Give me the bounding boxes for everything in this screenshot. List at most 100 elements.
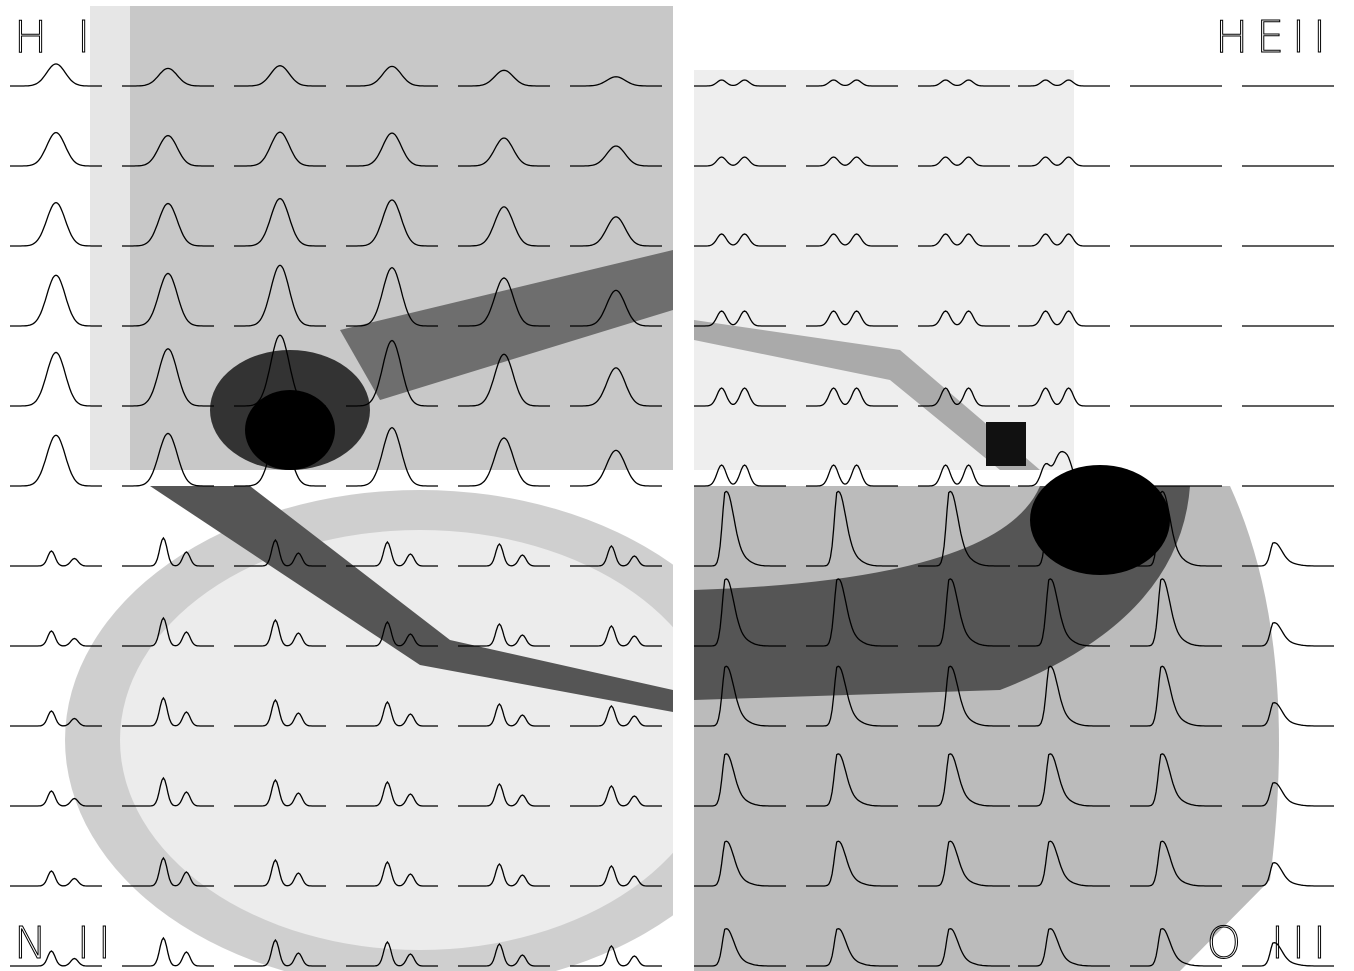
line-profile xyxy=(806,753,898,807)
line-profile xyxy=(1018,665,1110,727)
line-profile xyxy=(806,310,898,327)
line-profile xyxy=(234,938,326,967)
line-profile xyxy=(10,63,102,87)
line-profile xyxy=(1018,450,1110,487)
line-profile xyxy=(1018,840,1110,887)
line-profile xyxy=(234,698,326,727)
line-profile xyxy=(1130,753,1222,807)
line-profile xyxy=(458,437,550,487)
line-profile xyxy=(10,131,102,167)
line-profile xyxy=(346,540,438,567)
line-profile xyxy=(458,622,550,647)
line-profile xyxy=(234,197,326,247)
line-profile xyxy=(346,339,438,407)
line-profile xyxy=(570,145,662,167)
line-profile xyxy=(1242,942,1334,967)
line-profile xyxy=(234,264,326,327)
line-profile xyxy=(806,156,898,167)
line-profile xyxy=(918,79,1010,87)
line-profile xyxy=(570,367,662,407)
line-profile xyxy=(10,351,102,407)
line-profile xyxy=(10,950,102,967)
line-profile xyxy=(806,79,898,87)
line-profile xyxy=(918,387,1010,407)
line-profile xyxy=(122,696,214,727)
line-profile xyxy=(234,618,326,647)
line-profile xyxy=(570,449,662,487)
line-profile xyxy=(1242,862,1334,887)
line-profile xyxy=(1242,782,1334,807)
line-profile xyxy=(918,233,1010,247)
line-profile xyxy=(458,277,550,327)
line-profile xyxy=(122,776,214,807)
line-profile xyxy=(694,665,786,727)
line-profile xyxy=(806,665,898,727)
line-profile xyxy=(458,69,550,87)
line-profile xyxy=(234,131,326,167)
line-profile xyxy=(694,928,786,967)
line-profile xyxy=(10,201,102,247)
line-profile xyxy=(346,940,438,967)
line-profile xyxy=(122,272,214,327)
line-profile xyxy=(918,310,1010,327)
map-edge xyxy=(90,6,130,470)
line-profile xyxy=(458,702,550,727)
line-profile xyxy=(918,840,1010,887)
line-profile xyxy=(1242,622,1334,647)
map-bg xyxy=(120,530,720,950)
map-bg xyxy=(694,70,1074,470)
line-profile xyxy=(1018,490,1110,567)
line-profile xyxy=(1130,665,1222,727)
line-profile xyxy=(1018,156,1110,167)
line-profile xyxy=(1130,578,1222,647)
line-profile xyxy=(918,156,1010,167)
line-profile xyxy=(1130,840,1222,887)
line-profile xyxy=(10,274,102,327)
line-profile xyxy=(570,785,662,807)
line-profile xyxy=(918,753,1010,807)
line-profile xyxy=(234,778,326,807)
line-profile xyxy=(918,578,1010,647)
line-profile xyxy=(1018,578,1110,647)
line-profile xyxy=(918,665,1010,727)
line-profile xyxy=(122,202,214,247)
line-profile xyxy=(1018,310,1110,327)
line-profile xyxy=(694,387,786,407)
line-profile xyxy=(694,310,786,327)
line-profile xyxy=(122,134,214,167)
line-profile xyxy=(570,289,662,327)
line-profile xyxy=(570,216,662,247)
line-profile xyxy=(570,865,662,887)
line-profile xyxy=(806,464,898,487)
line-profile xyxy=(694,753,786,807)
panel-label: H I xyxy=(14,12,98,63)
line-profile xyxy=(806,233,898,247)
divider xyxy=(673,0,694,971)
panel-label: HEII xyxy=(1215,12,1334,63)
line-profile xyxy=(234,334,326,407)
line-profile xyxy=(570,545,662,567)
line-profile xyxy=(346,65,438,87)
line-profile xyxy=(570,945,662,967)
line-profile xyxy=(694,464,786,487)
map-core xyxy=(1030,465,1170,575)
line-profile xyxy=(10,710,102,727)
map-band xyxy=(694,320,1040,470)
line-profile xyxy=(234,858,326,887)
line-profile xyxy=(1242,542,1334,567)
line-profile xyxy=(122,347,214,407)
line-profile xyxy=(122,616,214,647)
line-profile xyxy=(346,780,438,807)
line-profile xyxy=(570,76,662,87)
line-profile xyxy=(10,434,102,487)
line-profile xyxy=(918,928,1010,967)
profiles xyxy=(10,63,1334,967)
line-profile xyxy=(122,67,214,87)
line-profile xyxy=(570,705,662,727)
line-profile xyxy=(458,206,550,247)
line-profile xyxy=(458,942,550,967)
line-profile xyxy=(234,538,326,567)
panel-label: N II xyxy=(14,918,119,969)
map-band xyxy=(150,486,673,712)
